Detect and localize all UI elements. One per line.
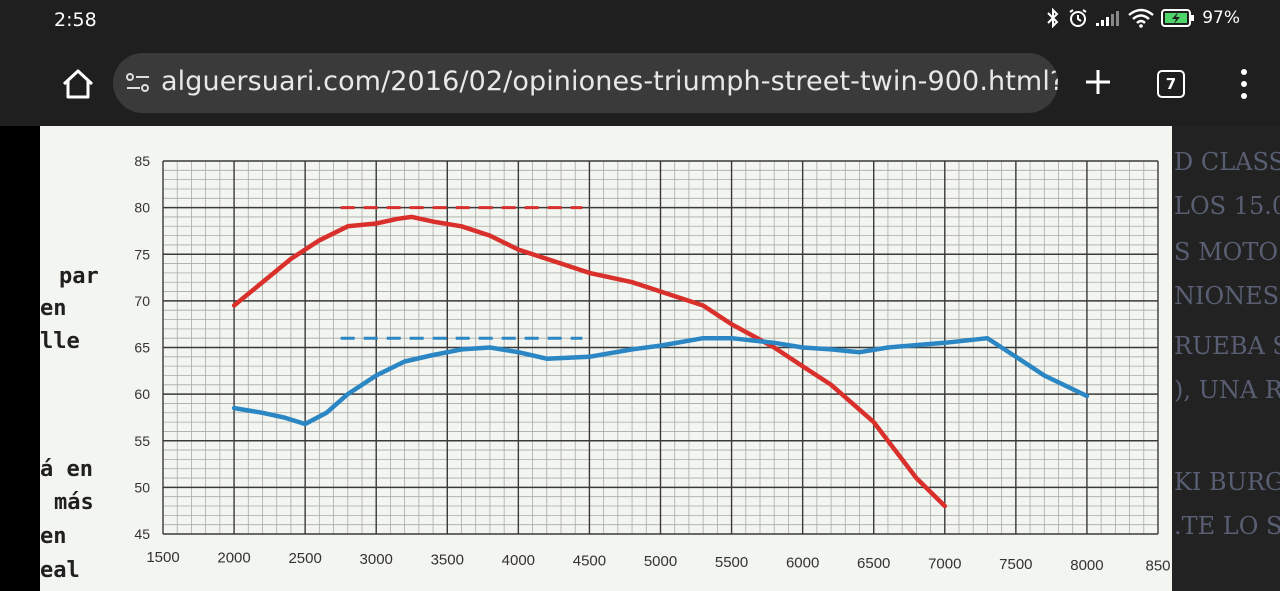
status-icons: 97%: [1045, 8, 1240, 28]
chart-photo: 85 80 75 70 65 60 55 50 45 1500 2000 2500 3000 3500 4…: [40, 126, 1172, 591]
left-text-line: en: [40, 524, 67, 549]
x-tick-label: 3500: [431, 551, 464, 568]
status-bar: 2:58 97%: [0, 0, 1280, 40]
right-text-line: RUEBA S: [1174, 332, 1280, 360]
address-bar[interactable]: alguersuari.com/2016/02/opiniones-triump…: [113, 53, 1058, 113]
right-article-text: D CLASS LOS 15.0 S MOTO NIONES RUEBA S )…: [1172, 126, 1280, 591]
y-tick-label: 70: [134, 293, 150, 309]
x-tick-label: 5000: [644, 553, 677, 570]
right-text-line: .TE LO S: [1174, 512, 1280, 540]
right-text-line: ), UNA R: [1174, 376, 1280, 404]
site-settings-icon[interactable]: [125, 71, 151, 95]
x-tick-label: 4500: [573, 553, 606, 570]
y-tick-label: 75: [134, 246, 150, 262]
x-tick-label: 850: [1145, 557, 1170, 574]
tabs-icon[interactable]: 7: [1157, 70, 1185, 98]
right-text-line: D CLASS: [1174, 148, 1280, 176]
x-tick-label: 4000: [502, 552, 535, 569]
x-tick-label: 2500: [288, 550, 321, 567]
x-tick-label: 7500: [999, 556, 1032, 573]
battery-percent: 97%: [1202, 8, 1240, 28]
wifi-icon: [1128, 8, 1154, 28]
left-text-line: á en: [40, 457, 93, 482]
x-tick-label: 6000: [786, 554, 819, 571]
status-time: 2:58: [54, 9, 97, 31]
x-tick-label: 1500: [146, 549, 179, 566]
left-text-line: par: [59, 264, 99, 289]
left-text-line: lle: [40, 329, 80, 354]
left-text-line: en: [40, 296, 67, 321]
x-tick-label: 7000: [928, 556, 961, 573]
blue-curve: [231, 335, 1090, 427]
home-icon[interactable]: [58, 64, 98, 104]
torque-power-chart: 85 80 75 70 65 60 55 50 45 1500 2000 2500 3000 3500 4…: [40, 126, 1172, 591]
more-icon[interactable]: [1230, 66, 1258, 102]
x-tick-label: 2000: [217, 550, 250, 567]
alarm-icon: [1069, 9, 1087, 27]
right-text-line: KI BURG: [1174, 468, 1280, 496]
y-tick-label: 55: [134, 433, 150, 449]
left-text-line: más: [54, 490, 94, 515]
x-tick-label: 5500: [715, 554, 748, 571]
y-tick-label: 80: [134, 200, 150, 216]
signal-icon: [1096, 11, 1120, 26]
x-tick-label: 3000: [360, 551, 393, 568]
tab-count: 7: [1165, 75, 1177, 93]
red-curve: [231, 214, 948, 509]
y-tick-label: 85: [134, 153, 150, 169]
browser-toolbar: alguersuari.com/2016/02/opiniones-triump…: [0, 40, 1280, 126]
left-text-line: eal: [40, 558, 80, 583]
y-tick-label: 60: [134, 386, 150, 402]
right-text-line: LOS 15.0: [1174, 192, 1280, 220]
y-tick-label: 65: [134, 340, 150, 356]
web-content: 85 80 75 70 65 60 55 50 45 1500 2000 2500 3000 3500 4…: [40, 126, 1280, 591]
url-text[interactable]: alguersuari.com/2016/02/opiniones-triump…: [161, 66, 1058, 97]
right-text-line: NIONES: [1174, 282, 1280, 310]
right-text-line: S MOTO: [1174, 238, 1279, 266]
x-tick-label: 8000: [1070, 557, 1103, 574]
plus-icon: [1086, 70, 1110, 94]
battery-charging-icon: [1161, 9, 1195, 27]
x-tick-label: 6500: [857, 555, 890, 572]
y-tick-label: 45: [134, 526, 150, 542]
new-tab-button[interactable]: [1078, 60, 1118, 104]
y-tick-label: 50: [134, 479, 150, 495]
bluetooth-icon: [1047, 8, 1059, 28]
